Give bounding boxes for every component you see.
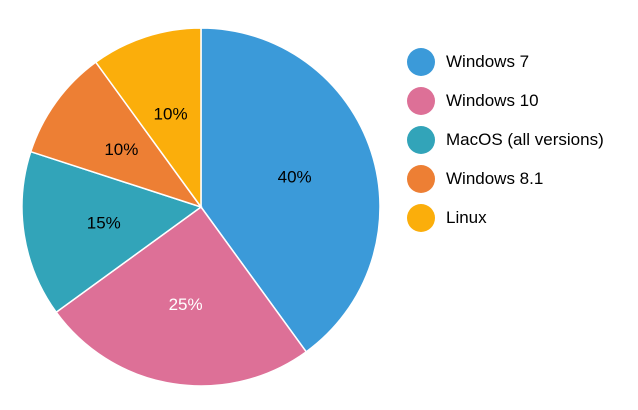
- legend-swatch: [407, 125, 435, 154]
- legend-swatch: [407, 47, 435, 76]
- legend-swatch: [407, 164, 435, 193]
- pie-slice-macos-all-versions: [21, 150, 203, 314]
- legend-label: Linux: [446, 207, 487, 227]
- legend-label: Windows 10: [446, 90, 539, 110]
- legend-label: MacOS (all versions): [446, 129, 604, 149]
- legend-item-linux[interactable]: Linux: [407, 198, 632, 237]
- data-label-linux: 10%: [154, 104, 188, 123]
- legend-item-macos-all-versions[interactable]: MacOS (all versions): [407, 120, 632, 159]
- legend-label: Windows 7: [446, 51, 530, 71]
- pie-slice-windows-10: [55, 205, 308, 387]
- data-label-windows-7: 40%: [278, 168, 312, 187]
- data-label-macos-all-versions: 15%: [87, 213, 121, 232]
- legend-item-windows-10[interactable]: Windows 10: [407, 81, 632, 120]
- legend-item-windows-7[interactable]: Windows 7: [407, 42, 632, 81]
- pie-chart-plot: 40% 25% 15% 10% 10%: [21, 27, 381, 387]
- data-label-windows-10: 25%: [169, 295, 203, 314]
- legend-label: Windows 8.1: [446, 168, 544, 188]
- pie-slice-windows-8-1: [29, 61, 203, 209]
- legend-swatch: [407, 86, 435, 115]
- data-label-windows-8-1: 10%: [104, 140, 138, 159]
- pie-slice-windows-7: [200, 27, 381, 353]
- pie-slice-linux: [94, 27, 202, 210]
- legend-item-windows-8-1[interactable]: Windows 8.1: [407, 159, 632, 198]
- chart-legend: Windows 7 Windows 10 MacOS (all versions) W…: [407, 42, 632, 237]
- legend-swatch: [407, 203, 435, 232]
